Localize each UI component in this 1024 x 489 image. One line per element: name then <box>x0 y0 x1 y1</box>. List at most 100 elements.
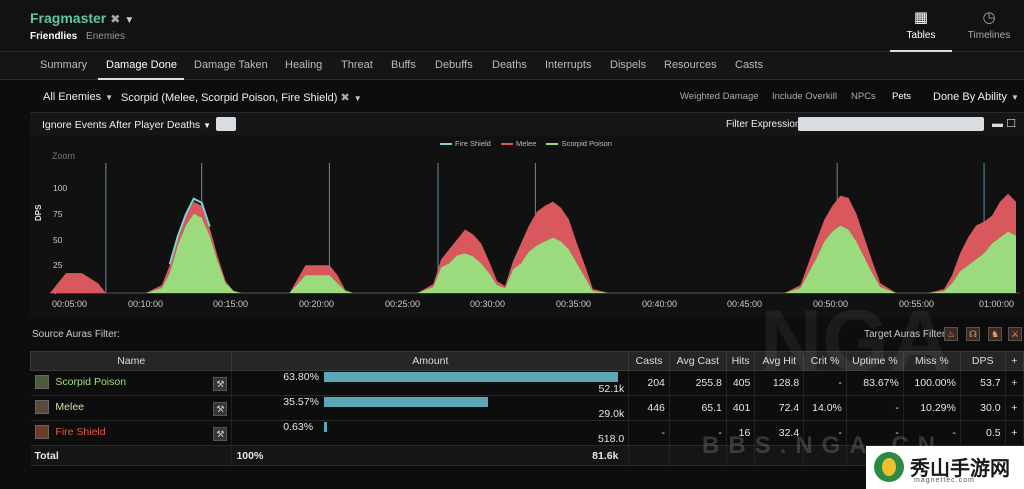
legend-fire-shield[interactable]: Fire Shield <box>440 139 491 148</box>
tab-interrupts[interactable]: Interrupts <box>545 59 592 71</box>
col-hits[interactable]: Hits <box>725 351 756 371</box>
col-uptime[interactable]: Uptime % <box>845 351 904 371</box>
option-npcs[interactable]: NPCs <box>851 91 876 102</box>
report-title[interactable]: Fragmaster ✖ ▼ <box>30 10 134 26</box>
col-name[interactable]: Name <box>29 351 233 371</box>
aura-icon[interactable]: ⚔ <box>1008 327 1022 341</box>
add-button[interactable]: + <box>1005 420 1024 446</box>
uptime-cell: - <box>846 420 904 446</box>
aura-icon[interactable]: ♨ <box>944 327 958 341</box>
col-crit[interactable]: Crit % <box>803 351 847 371</box>
tab-casts[interactable]: Casts <box>735 59 764 71</box>
close-icon[interactable]: ✖ <box>340 92 350 104</box>
aura-icon[interactable]: ☊ <box>966 327 980 341</box>
site-badge-name: 秀山手游网 <box>910 458 1010 480</box>
table-row[interactable]: Scorpid Poison ⚒ 63.80% 52.1k 204 255.8 … <box>30 370 1024 396</box>
y-tick: 100 <box>53 183 68 193</box>
amount-cell: 0.63% 518.0 <box>231 420 630 446</box>
gear-icon[interactable]: ⚙▼ <box>964 116 984 131</box>
weapon-icon[interactable]: ⚒ <box>213 377 228 391</box>
ignore-deaths-toggle[interactable] <box>216 117 236 131</box>
view-tables[interactable]: ▦ Tables <box>890 8 952 52</box>
weapon-icon[interactable]: ⚒ <box>213 402 228 416</box>
auras-filter-bar: Source Auras Filter: Target Auras Filter… <box>30 325 1024 347</box>
site-badge: 秀山手游网 magnettec.com <box>866 446 1024 489</box>
col-add[interactable]: + <box>1004 351 1024 371</box>
series-scorpid-poison-area[interactable] <box>50 213 1016 293</box>
weapon-icon[interactable]: ⚒ <box>213 427 228 441</box>
chevron-down-icon: ▼ <box>353 94 362 103</box>
table-row[interactable]: Fire Shield ⚒ 0.63% 518.0 - - 16 32.4 - … <box>30 420 1024 446</box>
amount-percent: 0.63% <box>283 421 314 433</box>
legend-melee[interactable]: Melee <box>500 139 536 148</box>
tab-healing[interactable]: Healing <box>285 59 323 71</box>
col-avg-hit[interactable]: Avg Hit <box>754 351 805 371</box>
filter-bar: All Enemies ▼ Scorpid (Melee, Scorpid Poi… <box>0 84 1024 108</box>
col-avg-cast[interactable]: Avg Cast <box>668 351 727 371</box>
casts-cell: - <box>628 420 670 446</box>
view-timelines[interactable]: ◷ Timelines <box>958 8 1020 52</box>
ability-dropdown[interactable]: Scorpid (Melee, Scorpid Poison, Fire Shi… <box>121 91 362 104</box>
ability-name[interactable]: Fire Shield <box>55 425 106 438</box>
hits-cell: 401 <box>726 395 756 421</box>
col-miss[interactable]: Miss % <box>902 351 961 371</box>
option-weighted-damage[interactable]: Weighted Damage <box>680 91 759 102</box>
zoom-label[interactable]: Zoom <box>52 151 76 161</box>
tab-damage-done[interactable]: Damage Done <box>106 59 177 71</box>
option-include-overkill[interactable]: Include Overkill <box>772 91 837 102</box>
col-casts[interactable]: Casts <box>628 351 670 371</box>
option-pets[interactable]: Pets <box>892 91 912 102</box>
view-tables-label: Tables <box>906 30 936 41</box>
legend-scorpid-poison[interactable]: Scorpid Poison <box>546 139 612 148</box>
table-row[interactable]: Melee ⚒ 35.57% 29.0k 446 65.1 401 72.4 1… <box>30 395 1024 421</box>
chevron-down-icon[interactable]: ▼ <box>124 15 135 26</box>
ability-name[interactable]: Scorpid Poison <box>55 375 127 388</box>
ability-name-cell[interactable]: Scorpid Poison ⚒ <box>30 370 233 396</box>
ability-name-cell[interactable]: Fire Shield ⚒ <box>30 420 233 446</box>
site-badge-domain: magnettec.com <box>914 477 975 484</box>
add-button[interactable]: + <box>1005 370 1024 396</box>
x-tick: 00:45:00 <box>727 299 763 309</box>
filter-expression-input[interactable] <box>798 117 984 131</box>
filter-friendlies[interactable]: Friendlies <box>30 31 78 42</box>
tab-resources[interactable]: Resources <box>664 59 717 71</box>
ability-icon <box>34 375 49 389</box>
amount-percent: 63.80% <box>283 371 319 383</box>
hits-cell: 16 <box>726 420 756 446</box>
ability-name[interactable]: Melee <box>55 400 85 413</box>
tab-summary[interactable]: Summary <box>40 59 88 71</box>
tab-debuffs[interactable]: Debuffs <box>435 59 473 71</box>
tab-dispels[interactable]: Dispels <box>610 59 647 71</box>
aura-icon[interactable]: ♞ <box>988 327 1002 341</box>
avg-hit-cell: 72.4 <box>754 395 805 421</box>
x-tick: 00:10:00 <box>128 299 164 309</box>
target-dropdown-value: All Enemies <box>43 91 102 103</box>
tab-buffs[interactable]: Buffs <box>391 59 416 71</box>
x-tick: 00:05:00 <box>52 299 88 309</box>
group-by-dropdown[interactable]: Done By Ability ▼ <box>933 91 1019 103</box>
series-melee-area[interactable] <box>50 193 1016 293</box>
col-amount[interactable]: Amount <box>231 351 630 371</box>
series-fire-shield-line[interactable] <box>168 197 211 265</box>
add-button[interactable]: + <box>1005 395 1024 421</box>
target-dropdown[interactable]: All Enemies ▼ <box>43 91 113 103</box>
amount-value: 52.1k <box>598 383 625 395</box>
uptime-cell: - <box>846 395 904 421</box>
dps-chart[interactable] <box>50 163 1020 298</box>
tab-deaths[interactable]: Deaths <box>492 59 527 71</box>
watermark-logo: NGA <box>760 293 952 389</box>
group-by-value: Done By Ability <box>933 91 1007 103</box>
tab-damage-taken[interactable]: Damage Taken <box>194 59 268 71</box>
amount-bar-track <box>324 372 624 383</box>
ability-name-cell[interactable]: Melee ⚒ <box>30 395 233 421</box>
main-tabs: Summary Damage Done Damage Taken Healing… <box>0 52 1024 80</box>
ignore-deaths-dropdown[interactable]: Ignore Events After Player Deaths ▼ <box>42 119 211 131</box>
maximize-icon[interactable]: ☐ <box>1006 118 1016 130</box>
filter-enemies[interactable]: Enemies <box>86 31 125 42</box>
close-icon[interactable]: ✖ <box>110 12 121 26</box>
col-dps[interactable]: DPS <box>959 351 1006 371</box>
tab-threat[interactable]: Threat <box>341 59 373 71</box>
minimize-icon[interactable]: ▬ <box>992 118 1003 130</box>
ability-dropdown-value: Scorpid (Melee, Scorpid Poison, Fire Shi… <box>121 92 338 104</box>
view-timelines-label: Timelines <box>967 30 1011 41</box>
